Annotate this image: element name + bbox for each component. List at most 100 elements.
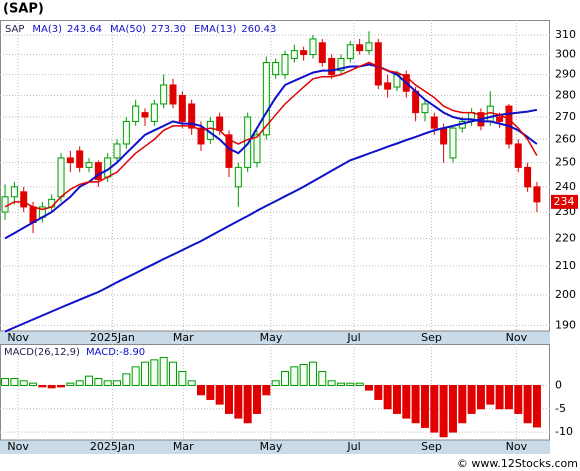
x-axis-strip: [0, 440, 550, 454]
macd-bar: [215, 384, 224, 405]
legend-name: EMA(13): [194, 24, 236, 35]
macd-bar: [467, 384, 476, 414]
y-tick-label: 270: [555, 110, 576, 123]
ma-line: [4, 108, 538, 333]
macd-bar: [187, 380, 196, 386]
macd-bar: [271, 380, 280, 386]
candle-body: [76, 150, 84, 168]
candle-body: [113, 143, 121, 159]
macd-bar: [318, 370, 327, 386]
macd-bar: [252, 384, 261, 414]
candle-body: [496, 116, 504, 122]
macd-bar: [411, 384, 420, 424]
macd-bar: [234, 384, 243, 419]
macd-bar: [439, 384, 448, 438]
y-tick-label: 260: [555, 132, 576, 145]
candle-body: [10, 186, 18, 198]
macd-bar: [476, 384, 485, 410]
candle-body: [85, 162, 93, 168]
macd-frame: [0, 344, 550, 441]
x-tick-label: 2025Jan: [90, 331, 135, 344]
y-tick-label: 210: [555, 259, 576, 272]
y-tick-label: 220: [555, 231, 576, 244]
candle-body: [150, 103, 158, 122]
x-tick-label: Nov: [7, 440, 29, 453]
candle-body: [290, 50, 298, 60]
watermark: © www.12Stocks.com: [457, 457, 578, 470]
macd-bar: [94, 377, 103, 386]
candle-body: [1, 196, 9, 213]
y-tick-label: 200: [555, 288, 576, 301]
macd-bar: [29, 382, 38, 386]
candle-body: [29, 206, 37, 223]
legend-value: 273.30: [151, 24, 186, 35]
last-price-tag: [551, 194, 578, 209]
legend: SAP MA(3) 243.64 MA(50) 273.30 EMA(13) 260.43: [5, 24, 276, 35]
macd-bar: [66, 382, 75, 386]
candle-body: [514, 143, 522, 168]
candle-body: [300, 50, 308, 56]
x-tick-label: Sep: [421, 440, 442, 453]
ma-line: [4, 61, 538, 211]
macd-bar: [504, 384, 513, 410]
candle-body: [216, 116, 224, 131]
candle-body: [262, 62, 270, 136]
x-tick-label: Mar: [173, 440, 194, 453]
macd-bar: [75, 380, 84, 386]
price-frame: [0, 20, 550, 332]
macd-bar: [57, 384, 66, 388]
macd-bar: [47, 384, 56, 389]
macd-bar: [10, 377, 19, 386]
candle-body: [384, 82, 392, 90]
x-tick-label: Sep: [421, 331, 442, 344]
macd-bar: [327, 380, 336, 386]
macd-bar: [290, 366, 299, 386]
candle-body: [94, 162, 102, 180]
candle-body: [132, 105, 140, 122]
macd-bar: [85, 375, 94, 386]
x-tick-label: May: [260, 440, 283, 453]
y-tick-label: 300: [555, 48, 576, 61]
macd-bar: [159, 357, 168, 386]
macd-bar: [38, 384, 47, 388]
candle-body: [178, 94, 186, 122]
macd-bar: [113, 380, 122, 386]
macd-bar: [150, 359, 159, 386]
macd-bar: [355, 382, 364, 386]
candle-body: [188, 103, 196, 129]
macd-bar: [448, 384, 457, 433]
candle-body: [318, 42, 326, 64]
y-tick-label: 290: [555, 68, 576, 81]
macd-bar: [486, 384, 495, 405]
macd-bar: [299, 364, 308, 386]
macd-bar: [374, 384, 383, 400]
y-tick-label: 250: [555, 156, 576, 169]
y-tick-label: -10: [555, 425, 573, 438]
macd-bar: [402, 384, 411, 419]
macd-bar: [430, 384, 439, 433]
macd-bar: [131, 366, 140, 386]
candle-body: [272, 62, 280, 76]
x-tick-label: May: [260, 331, 283, 344]
candle-body: [440, 127, 448, 145]
last-price-label: 234: [554, 195, 575, 208]
legend-value: 260.43: [241, 24, 276, 35]
legend-value: 243.64: [67, 24, 102, 35]
candle-body: [20, 191, 28, 208]
macd-bar: [224, 384, 233, 414]
macd-legend: MACD(26,12,9) MACD:-8.90: [4, 347, 145, 358]
macd-bar: [19, 380, 28, 386]
candle-body: [449, 127, 457, 159]
x-tick-label: Jul: [346, 440, 360, 453]
chart-title: (SAP): [3, 2, 44, 17]
legend-name: MA(3): [32, 24, 62, 35]
macd-bar: [532, 384, 541, 428]
candle-body: [281, 54, 289, 76]
x-tick-label: Nov: [506, 331, 528, 344]
macd-bar: [262, 384, 271, 396]
x-tick-label: Nov: [506, 440, 528, 453]
candle-body: [197, 127, 205, 145]
macd-bar: [308, 361, 317, 386]
macd-bar: [178, 370, 187, 386]
